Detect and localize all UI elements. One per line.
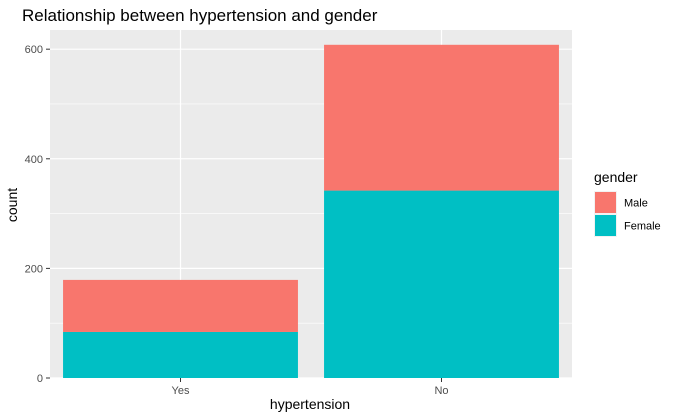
- bar-no-female: [324, 190, 559, 378]
- legend-label-female: Female: [624, 221, 661, 233]
- y-axis-title: count: [4, 188, 20, 222]
- y-tick-label: 200: [25, 263, 43, 275]
- x-tick-label: No: [434, 385, 448, 397]
- legend-swatch-female: [595, 215, 616, 236]
- x-tick-label: Yes: [172, 385, 190, 397]
- y-tick-label: 600: [25, 44, 43, 56]
- y-tick-label: 0: [37, 373, 43, 385]
- y-tick-label: 400: [25, 154, 43, 166]
- x-axis-title: hypertension: [270, 396, 350, 412]
- chart-title: Relationship between hypertension and ge…: [22, 6, 378, 25]
- legend-title: gender: [594, 169, 638, 185]
- legend-swatch-male: [595, 192, 616, 213]
- bar-no-male: [324, 44, 559, 191]
- bar-yes-female: [63, 331, 298, 378]
- x-axis: Yes No: [172, 378, 449, 397]
- legend-label-male: Male: [624, 198, 648, 210]
- y-axis: 0 200 400 600: [25, 44, 50, 385]
- bar-yes-male: [63, 279, 298, 332]
- bars: [63, 44, 559, 378]
- legend: gender Male Female: [594, 169, 661, 237]
